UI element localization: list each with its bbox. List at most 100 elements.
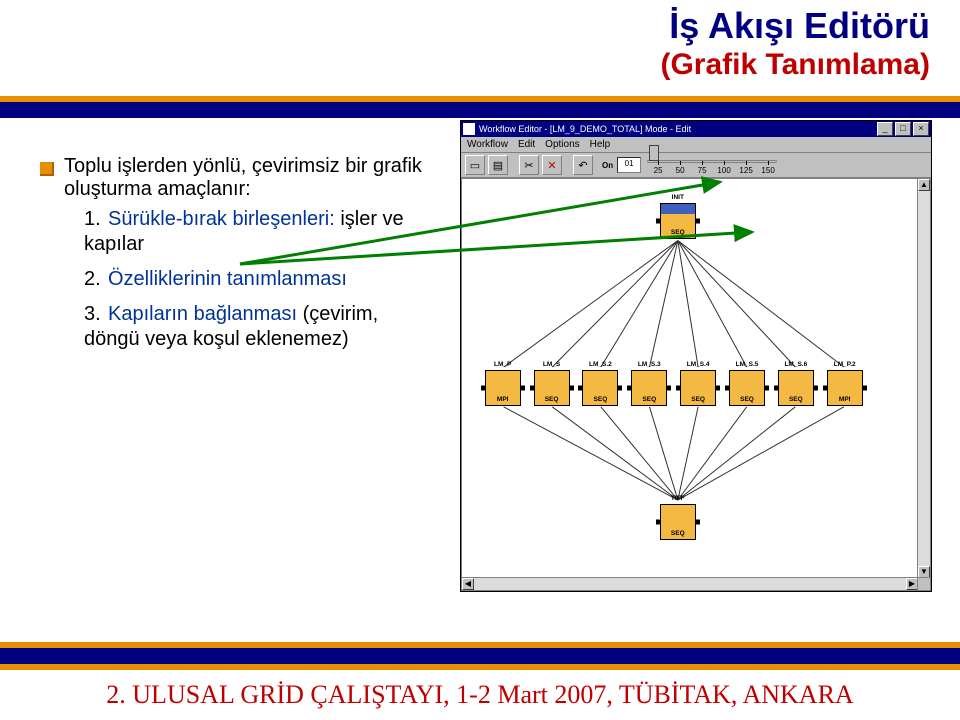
bullet-icon — [40, 162, 54, 176]
port-right-icon[interactable] — [695, 519, 700, 524]
node-sub: MPI — [828, 397, 862, 404]
workflow-node[interactable]: LM_S.5SEQ — [725, 370, 769, 406]
workflow-node[interactable]: LM_S.6SEQ — [774, 370, 818, 406]
node-sub: SEQ — [632, 397, 666, 404]
port-left-icon[interactable] — [481, 385, 486, 390]
minimize-button[interactable]: _ — [877, 122, 893, 136]
node-label: LM_S.6 — [784, 361, 807, 368]
port-right-icon[interactable] — [862, 385, 867, 390]
vertical-scrollbar[interactable]: ▲ ▼ — [917, 179, 930, 578]
window-title: Workflow Editor - [LM_9_DEMO_TOTAL] Mode… — [479, 124, 691, 134]
menu-help[interactable]: Help — [590, 139, 611, 150]
ruler-tick: 150 — [757, 163, 779, 175]
zoom-ruler[interactable]: On 01 255075100125150 — [602, 156, 779, 175]
port-left-icon[interactable] — [823, 385, 828, 390]
node-label: INIT — [672, 194, 684, 201]
numbered-list: 1.Sürükle-bırak birleşenleri: işler ve k… — [40, 207, 430, 352]
workflow-editor-window: Workflow Editor - [LM_9_DEMO_TOTAL] Mode… — [460, 120, 932, 592]
body-text: Toplu işlerden yönlü, çevirimsiz bir gra… — [40, 155, 430, 362]
maximize-button[interactable]: □ — [895, 122, 911, 136]
port-left-icon[interactable] — [578, 385, 583, 390]
toolbar-undo-button[interactable]: ↶ — [573, 155, 593, 175]
menu-options[interactable]: Options — [545, 139, 579, 150]
port-right-icon[interactable] — [666, 385, 671, 390]
ruler-on-label: On — [602, 161, 613, 170]
workflow-node[interactable]: LM_PMPI — [481, 370, 525, 406]
node-label: LM_S.5 — [736, 361, 759, 368]
ruler-tick: 100 — [713, 163, 735, 175]
node-sub: SEQ — [730, 397, 764, 404]
lead-text: Toplu işlerden yönlü, çevirimsiz bir gra… — [64, 155, 430, 201]
scroll-corner — [917, 577, 930, 590]
list-item: 1.Sürükle-bırak birleşenleri: işler ve k… — [84, 207, 430, 257]
workflow-node[interactable]: LM_SSEQ — [530, 370, 574, 406]
title-line1: İş Akışı Editörü — [660, 6, 930, 46]
port-right-icon[interactable] — [764, 385, 769, 390]
scroll-left-button[interactable]: ◀ — [462, 578, 474, 590]
footer-text: 2. ULUSAL GRİD ÇALIŞTAYI, 1-2 Mart 2007,… — [0, 680, 960, 710]
workflow-node[interactable]: TIFFSEQ — [656, 504, 700, 540]
port-right-icon[interactable] — [813, 385, 818, 390]
list-head: Sürükle-bırak birleşenleri: — [108, 208, 335, 230]
node-label: TIFF — [671, 495, 685, 502]
canvas-area: INITSEQLM_PMPILM_SSEQLM_S.2SEQLM_S.3SEQL… — [461, 178, 931, 591]
toolbar-delete-button[interactable]: ✕ — [542, 155, 562, 175]
ruler-tick: 50 — [669, 163, 691, 175]
list-head: Özelliklerinin tanımlanması — [108, 268, 347, 290]
list-item: 3.Kapıların bağlanması (çevirim, döngü v… — [84, 302, 430, 352]
port-left-icon[interactable] — [774, 385, 779, 390]
node-label: LM_P — [494, 361, 511, 368]
menu-workflow[interactable]: Workflow — [467, 139, 508, 150]
scroll-up-button[interactable]: ▲ — [918, 179, 930, 191]
decor-bar — [0, 102, 960, 118]
toolbar: ▭ ▤ ✂ ✕ ↶ On 01 255075100125150 — [461, 153, 931, 178]
window-titlebar[interactable]: Workflow Editor - [LM_9_DEMO_TOTAL] Mode… — [461, 121, 931, 137]
workflow-node[interactable]: LM_S.2SEQ — [578, 370, 622, 406]
ruler-value[interactable]: 01 — [617, 157, 641, 173]
menu-edit[interactable]: Edit — [518, 139, 535, 150]
ruler-ticks: 255075100125150 — [647, 163, 779, 175]
node-sub: MPI — [486, 397, 520, 404]
node-sub: SEQ — [661, 531, 695, 538]
app-icon — [463, 123, 475, 135]
close-button[interactable]: × — [913, 122, 929, 136]
node-label: LM_S.4 — [687, 361, 710, 368]
decor-bar — [0, 664, 960, 670]
toolbar-cut-button[interactable]: ✂ — [519, 155, 539, 175]
port-left-icon[interactable] — [725, 385, 730, 390]
workflow-node[interactable]: LM_S.4SEQ — [676, 370, 720, 406]
port-left-icon[interactable] — [656, 519, 661, 524]
port-right-icon[interactable] — [695, 218, 700, 223]
slide-title: İş Akışı Editörü (Grafik Tanımlama) — [660, 6, 930, 81]
ruler-tick: 25 — [647, 163, 669, 175]
port-left-icon[interactable] — [676, 385, 681, 390]
toolbar-new-button[interactable]: ▭ — [465, 155, 485, 175]
node-sub: SEQ — [661, 230, 695, 237]
port-right-icon[interactable] — [617, 385, 622, 390]
list-item: 2.Özelliklerinin tanımlanması — [84, 267, 430, 292]
list-number: 1. — [84, 207, 108, 232]
toolbar-open-button[interactable]: ▤ — [488, 155, 508, 175]
zoom-slider[interactable] — [647, 148, 777, 163]
port-left-icon[interactable] — [530, 385, 535, 390]
ruler-tick: 125 — [735, 163, 757, 175]
port-right-icon[interactable] — [520, 385, 525, 390]
ruler-tick: 75 — [691, 163, 713, 175]
node-label: LM_S — [543, 361, 560, 368]
port-right-icon[interactable] — [569, 385, 574, 390]
decor-bar — [0, 648, 960, 664]
port-left-icon[interactable] — [627, 385, 632, 390]
workflow-node[interactable]: LM_P.2MPI — [823, 370, 867, 406]
title-line2: (Grafik Tanımlama) — [660, 48, 930, 81]
horizontal-scrollbar[interactable]: ◀ ▶ — [462, 577, 918, 590]
port-right-icon[interactable] — [715, 385, 720, 390]
slider-knob-icon[interactable] — [649, 145, 659, 161]
workflow-node[interactable]: INITSEQ — [656, 203, 700, 239]
node-sub: SEQ — [779, 397, 813, 404]
port-left-icon[interactable] — [656, 218, 661, 223]
node-label: LM_P.2 — [834, 361, 856, 368]
node-sub: SEQ — [583, 397, 617, 404]
node-sub: SEQ — [535, 397, 569, 404]
workflow-canvas[interactable]: INITSEQLM_PMPILM_SSEQLM_S.2SEQLM_S.3SEQL… — [462, 179, 918, 578]
workflow-node[interactable]: LM_S.3SEQ — [627, 370, 671, 406]
